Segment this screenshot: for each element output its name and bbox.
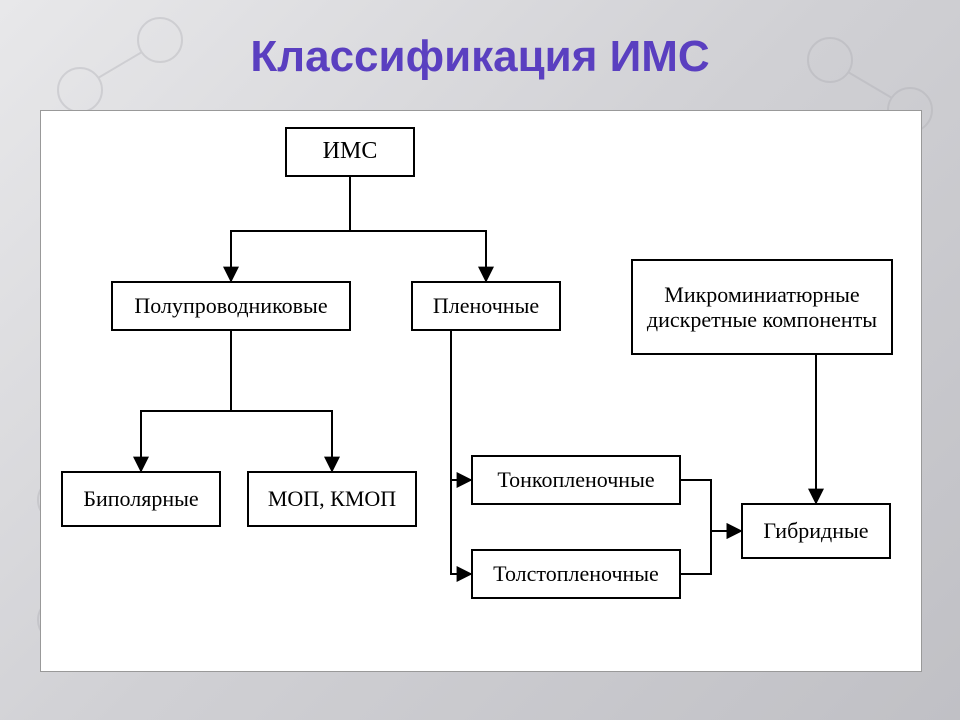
edge-ims-semi bbox=[231, 177, 350, 281]
node-discrete: Микроминиатюрные дискретные компоненты bbox=[631, 259, 893, 355]
edge-thick-hybrid bbox=[681, 531, 741, 574]
slide-title: Классификация ИМС bbox=[0, 32, 960, 82]
edge-ims-film bbox=[350, 177, 486, 281]
node-semi: Полупроводниковые bbox=[111, 281, 351, 331]
node-film: Пленочные bbox=[411, 281, 561, 331]
node-ims: ИМС bbox=[285, 127, 415, 177]
classification-diagram: ИМС Полупроводниковые Пленочные Микроминиат… bbox=[40, 110, 922, 672]
edge-semi-bipolar bbox=[141, 331, 231, 471]
node-bipolar: Биполярные bbox=[61, 471, 221, 527]
node-hybrid: Гибридные bbox=[741, 503, 891, 559]
node-thick: Толстопленочные bbox=[471, 549, 681, 599]
edge-film-thick bbox=[451, 331, 471, 574]
edge-semi-mop bbox=[231, 331, 332, 471]
node-mop: МОП, КМОП bbox=[247, 471, 417, 527]
edge-film-thin bbox=[451, 331, 471, 480]
edge-thin-hybrid bbox=[681, 480, 741, 531]
node-thin: Тонкопленочные bbox=[471, 455, 681, 505]
